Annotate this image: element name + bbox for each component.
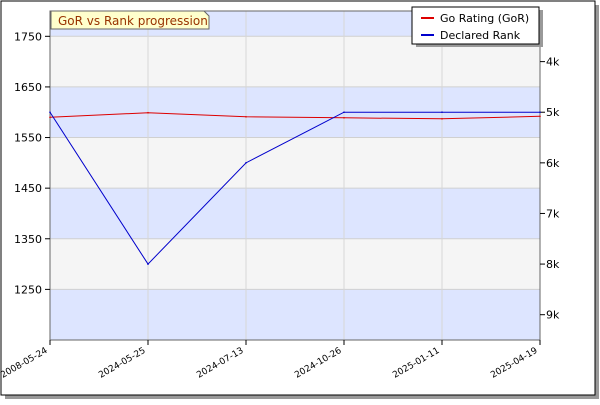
series-line-1 [49,111,540,265]
y-right-tick-label: 5k [546,106,560,119]
series-point-0 [539,115,541,118]
series-point-1 [441,111,443,114]
y-right-tick-label: 6k [546,157,560,170]
series-point-0 [49,116,51,119]
series-point-1 [245,162,247,164]
grid-band [50,289,540,340]
y-left-tick-label: 1350 [14,233,42,246]
series-point-1 [49,111,51,114]
legend: Go Rating (GoR) Declared Rank [411,6,543,47]
y-left-tick-label: 1750 [14,30,42,43]
series-point-1 [343,111,345,114]
series-point-0 [245,115,247,118]
chart-title: GoR vs Rank progression [58,14,208,28]
y-right-tick-label: 9k [546,309,560,322]
series-point-0 [343,116,345,119]
legend-label-gor: Go Rating (GoR) [440,12,529,25]
series-point-0 [147,111,149,114]
y-right-tick-label: 8k [546,258,560,271]
series-line-0 [49,112,541,120]
y-left-tick-label: 1250 [14,283,42,296]
chart-title-box: GoR vs Rank progression [50,10,210,30]
y-left-tick-label: 1550 [14,132,42,145]
y-right-tick-label: 4k [546,56,560,69]
series-point-0 [441,118,443,120]
grid-band [50,238,540,290]
legend-label-rank: Declared Rank [440,29,521,42]
y-left-tick-label: 1450 [14,182,42,195]
grid-band [50,137,540,189]
series-point-1 [539,111,541,114]
grid-band [50,188,540,239]
series-point-1 [147,263,149,265]
y-left-tick-label: 1650 [14,81,42,94]
y-right-tick-label: 7k [546,207,560,220]
plot-area [49,10,541,341]
